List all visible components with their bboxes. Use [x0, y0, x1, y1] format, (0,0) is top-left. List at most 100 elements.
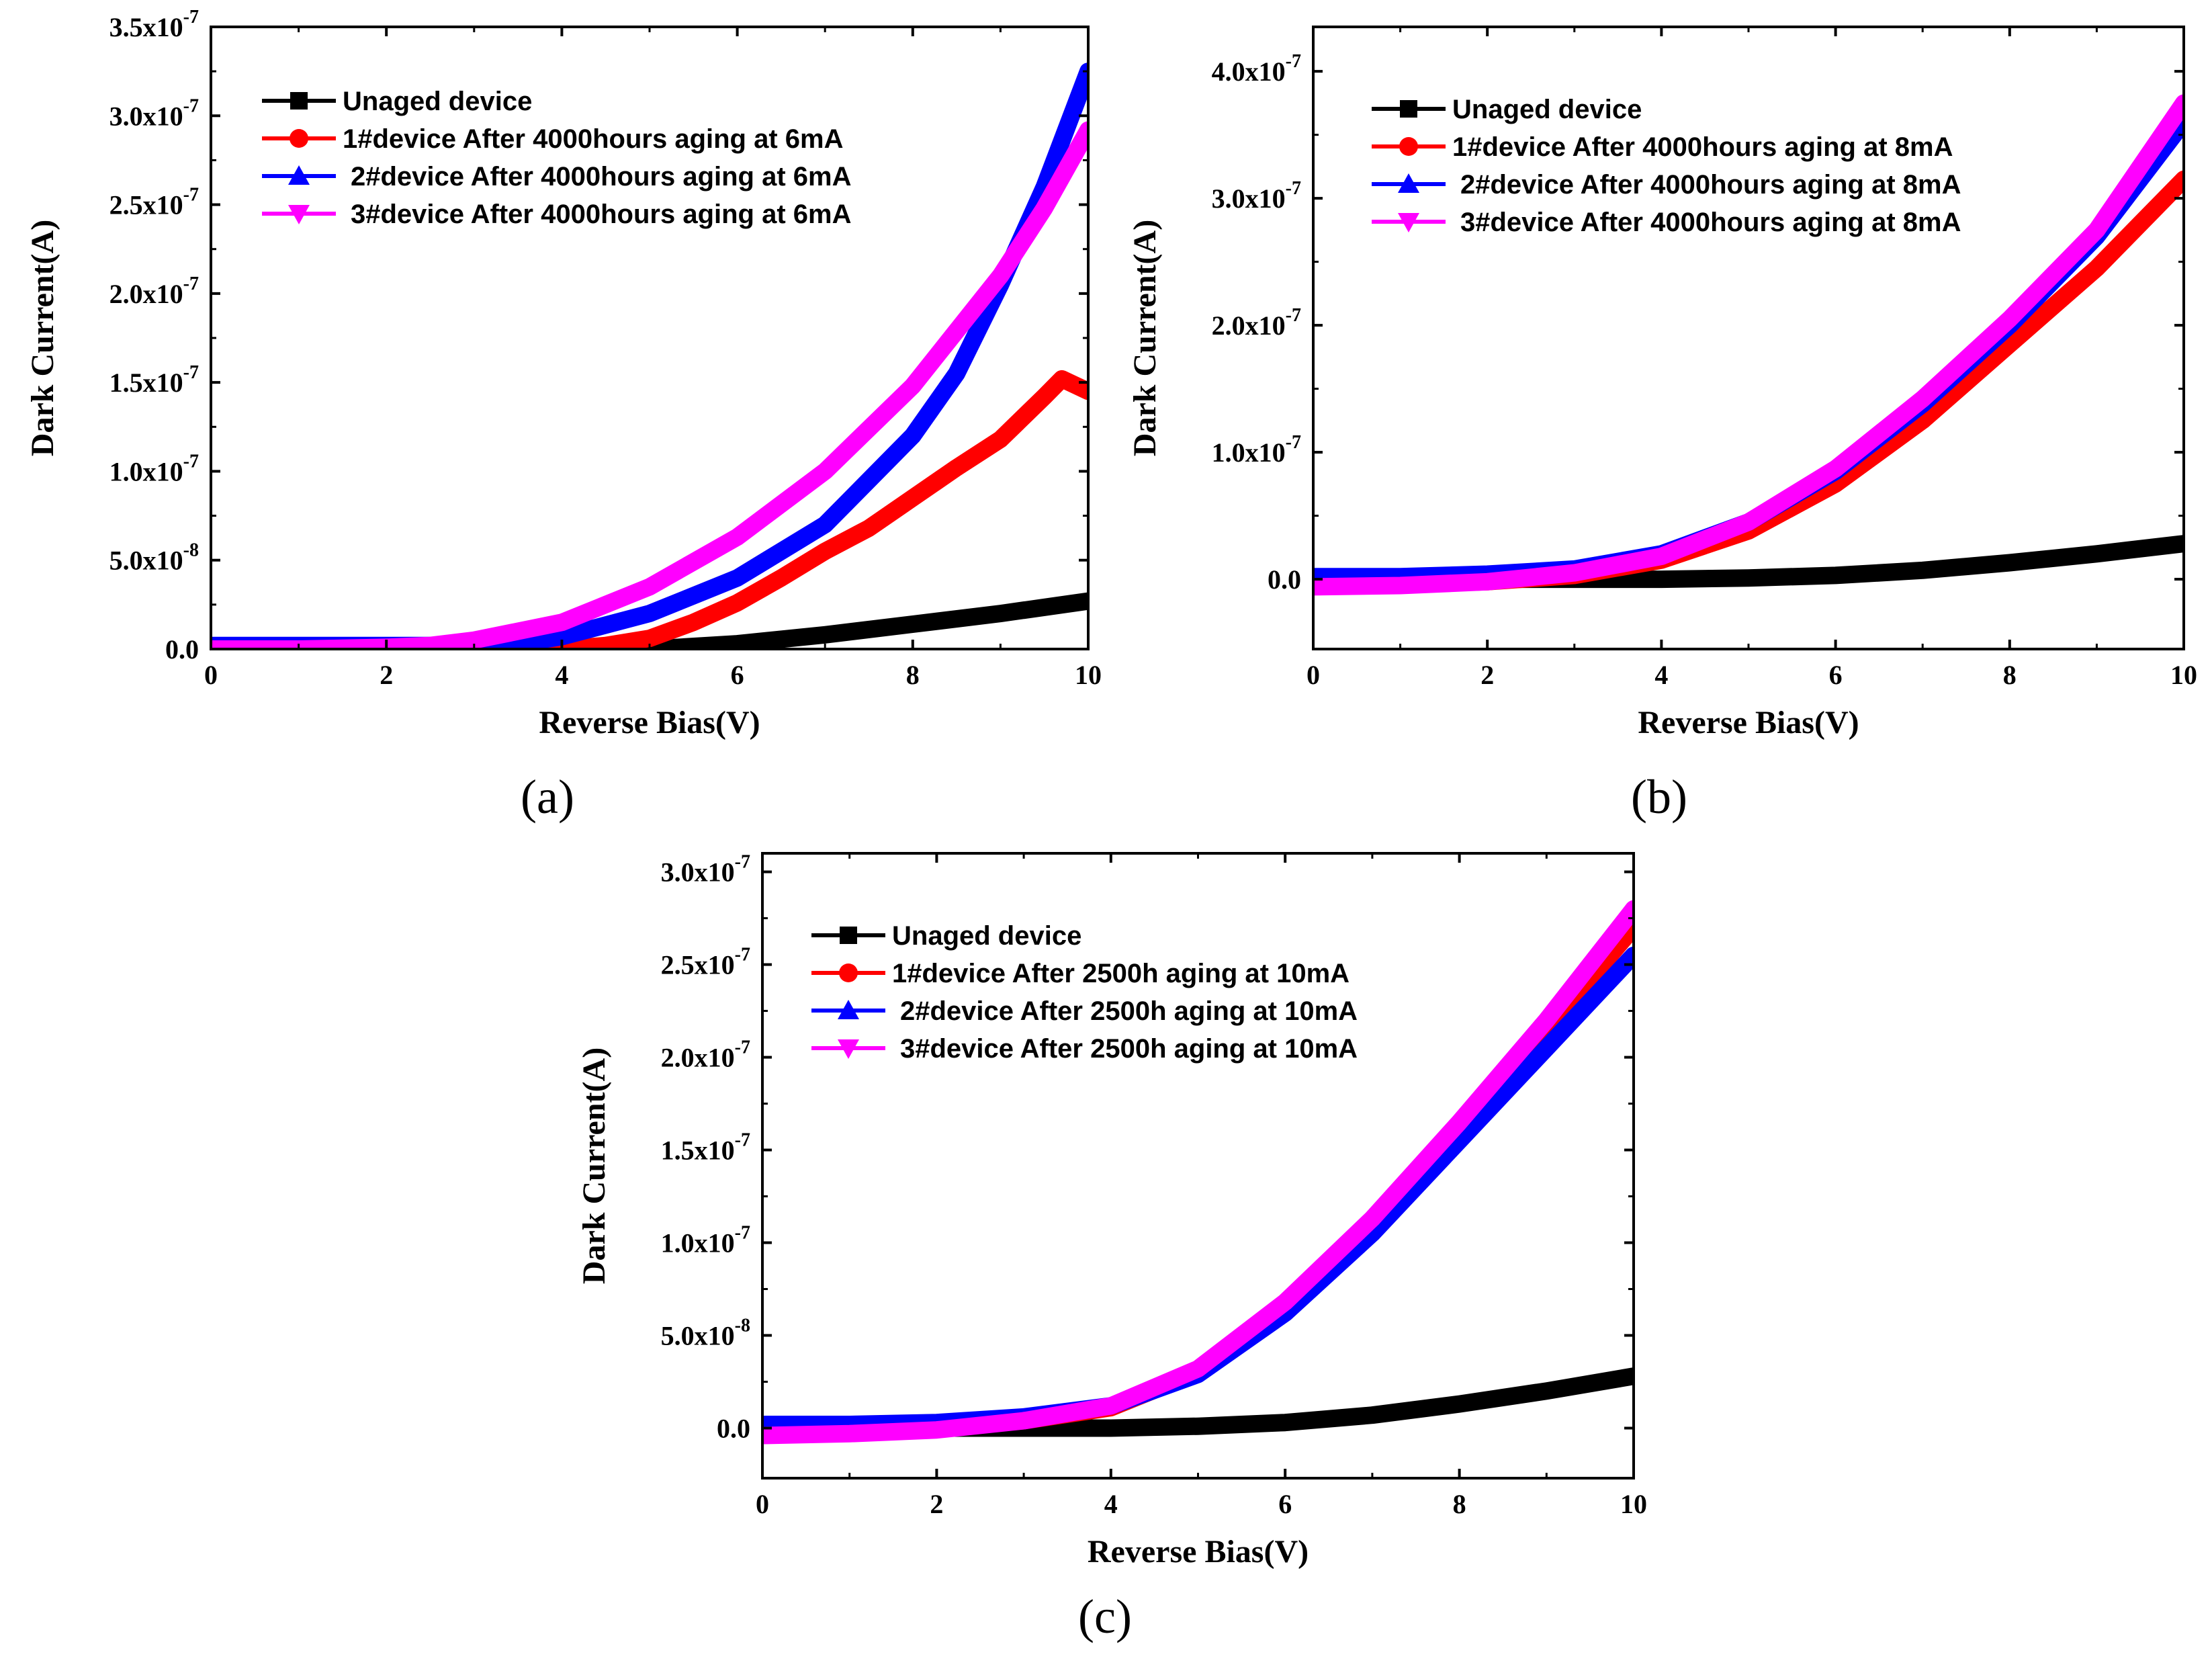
x-tick-label: 0 — [756, 1489, 769, 1519]
y-tick-exponent: -7 — [183, 95, 199, 116]
y-tick-mantissa: 3.0x10 — [1212, 183, 1286, 214]
y-tick-mantissa: 5.0x10 — [109, 546, 183, 576]
y-tick-exponent: -7 — [735, 852, 750, 873]
y-tick-mantissa: 2.5x10 — [109, 190, 183, 220]
y-tick-label: 0.0 — [1268, 564, 1301, 595]
y-tick-mantissa: 2.0x10 — [109, 279, 183, 309]
legend-marker — [288, 205, 310, 224]
x-axis-label: Reverse Bias(V) — [1638, 705, 1859, 740]
y-tick-mantissa: 1.5x10 — [109, 368, 183, 398]
y-tick-exponent: -7 — [1286, 432, 1301, 453]
chart-panel-a: 0 2 4 6 8 100.05.0x10-81.0x10-71.5x10-72.0x10… — [25, 7, 1102, 824]
y-tick-exponent: -7 — [183, 362, 199, 383]
y-tick-label: 5.0x10-8 — [661, 1316, 750, 1351]
legend-entry-3: 3#device After 4000hours aging at 6mA — [351, 200, 851, 229]
y-tick-exponent: -7 — [183, 7, 199, 28]
x-tick-label: 4 — [1654, 660, 1668, 690]
chart-panel-b: 0 2 4 6 8 100.01.0x10-72.0x10-73.0x10-74.0x10… — [1127, 26, 2197, 824]
panel-caption: (a) — [521, 770, 574, 824]
legend-marker — [838, 1039, 859, 1059]
y-tick-mantissa: 2.0x10 — [1212, 310, 1286, 341]
y-tick-mantissa: 1.5x10 — [661, 1136, 735, 1166]
y-tick-label: 1.0x10-7 — [1212, 432, 1301, 468]
x-axis-label: Reverse Bias(V) — [539, 705, 760, 740]
legend-entry-3: 3#device After 2500h aging at 10mA — [900, 1034, 1358, 1064]
series-line-a-1 — [211, 370, 1088, 649]
legend-marker — [290, 92, 308, 110]
y-tick-exponent: -7 — [735, 1130, 750, 1151]
x-tick-label: 10 — [1620, 1489, 1647, 1519]
y-tick-label: 2.5x10-7 — [661, 945, 750, 980]
x-tick-label: 8 — [2003, 660, 2017, 690]
legend-entry-3: 3#device After 4000hours aging at 8mA — [1460, 208, 1961, 237]
y-tick-label: 1.5x10-7 — [109, 362, 199, 398]
legend-entry-2: 2#device After 4000hours aging at 8mA — [1460, 170, 1961, 200]
y-tick-mantissa: 3.5x10 — [109, 12, 183, 42]
legend-entry-0: Unaged device — [1452, 95, 1642, 124]
y-tick-mantissa: 3.0x10 — [661, 857, 735, 888]
x-tick-label: 6 — [1278, 1489, 1292, 1519]
x-tick-label: 2 — [1480, 660, 1494, 690]
legend-marker — [290, 129, 308, 148]
legend-marker — [840, 927, 857, 944]
y-tick-label: 1.0x10-7 — [109, 451, 199, 486]
y-tick-label: 0.0 — [165, 634, 199, 665]
y-tick-exponent: -7 — [735, 1037, 750, 1058]
y-tick-mantissa: 2.5x10 — [661, 950, 735, 980]
x-tick-label: 10 — [2170, 660, 2197, 690]
y-tick-exponent: -8 — [183, 540, 199, 561]
y-axis-label: Dark Current(A) — [25, 220, 60, 456]
y-tick-mantissa: 0.0 — [1268, 564, 1301, 595]
legend-marker — [1399, 137, 1418, 156]
series-line-a-2 — [211, 62, 1088, 649]
x-tick-label: 6 — [1829, 660, 1843, 690]
x-tick-label: 8 — [906, 660, 920, 690]
y-axis-label: Dark Current(A) — [1127, 220, 1163, 456]
y-tick-mantissa: 3.0x10 — [109, 101, 183, 131]
y-axis-label: Dark Current(A) — [576, 1047, 612, 1284]
y-tick-label: 1.0x10-7 — [661, 1223, 750, 1258]
y-tick-exponent: -7 — [183, 273, 199, 294]
y-tick-label: 3.0x10-7 — [109, 95, 199, 131]
y-tick-exponent: -8 — [735, 1316, 750, 1336]
y-tick-exponent: -7 — [1286, 305, 1301, 326]
series-line-b-3 — [1313, 94, 2184, 596]
y-tick-label: 2.0x10-7 — [661, 1037, 750, 1073]
legend-marker — [1398, 213, 1419, 232]
x-axis-label: Reverse Bias(V) — [1088, 1534, 1309, 1570]
legend-entry-0: Unaged device — [343, 87, 532, 116]
legend-marker — [1398, 173, 1419, 193]
y-tick-mantissa: 2.0x10 — [661, 1043, 735, 1073]
y-tick-mantissa: 0.0 — [165, 634, 199, 665]
y-tick-label: 3.0x10-7 — [1212, 178, 1301, 214]
y-tick-exponent: -7 — [735, 1223, 750, 1244]
y-tick-exponent: -7 — [1286, 51, 1301, 72]
y-tick-mantissa: 5.0x10 — [661, 1321, 735, 1351]
legend-entry-2: 2#device After 4000hours aging at 6mA — [351, 162, 851, 191]
legend-marker — [839, 963, 858, 982]
y-tick-exponent: -7 — [183, 451, 199, 472]
legend-marker — [1400, 100, 1417, 118]
legend-marker — [838, 1000, 859, 1019]
panel-caption: (c) — [1078, 1590, 1132, 1643]
legend: Unaged device 1#device After 4000hours ag… — [262, 87, 851, 229]
series-group — [1313, 94, 2184, 596]
legend: Unaged device 1#device After 4000hours ag… — [1372, 95, 1961, 237]
legend-marker — [288, 165, 310, 185]
y-tick-label: 2.5x10-7 — [109, 185, 199, 220]
legend-entry-1: 1#device After 2500h aging at 10mA — [892, 959, 1350, 988]
panel-caption: (b) — [1631, 770, 1687, 824]
y-tick-label: 2.0x10-7 — [1212, 305, 1301, 341]
x-tick-label: 8 — [1453, 1489, 1466, 1519]
y-tick-mantissa: 4.0x10 — [1212, 56, 1286, 87]
y-tick-label: 5.0x10-8 — [109, 540, 199, 576]
legend-entry-0: Unaged device — [892, 921, 1081, 951]
x-tick-label: 2 — [930, 1489, 943, 1519]
y-tick-exponent: -7 — [1286, 178, 1301, 199]
y-tick-label: 3.5x10-7 — [109, 7, 199, 42]
legend-entry-2: 2#device After 2500h aging at 10mA — [900, 996, 1358, 1026]
x-tick-label: 10 — [1075, 660, 1102, 690]
y-tick-mantissa: 1.0x10 — [1212, 437, 1286, 468]
legend-entry-1: 1#device After 4000hours aging at 8mA — [1452, 132, 1953, 162]
